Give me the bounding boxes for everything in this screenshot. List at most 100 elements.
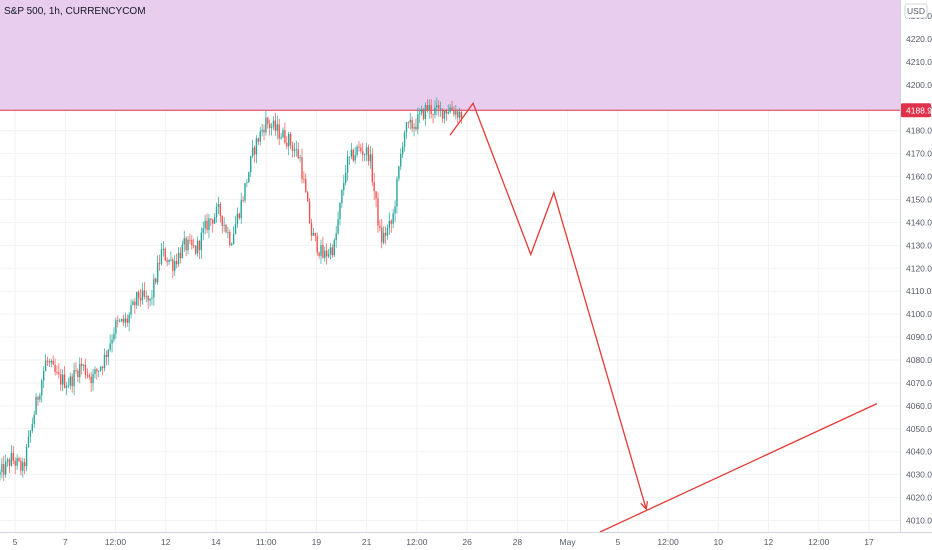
- price-axis[interactable]: 4010.0 4020.0 4030.0 4040.0 4050.0 4060.0 4070…: [900, 0, 932, 550]
- candle-body: [325, 250, 328, 257]
- candle-body: [101, 366, 104, 369]
- candle-body: [20, 460, 22, 471]
- candle-body: [155, 278, 157, 283]
- time-tick-label: 11:00: [256, 537, 277, 547]
- candle-body: [25, 446, 28, 467]
- candle-body: [276, 124, 279, 131]
- price-tick-label: 4090.0: [906, 332, 932, 342]
- price-tick-label: 4130.0: [906, 240, 932, 250]
- price-tick-label: 4150.0: [906, 195, 932, 205]
- candle-body: [240, 200, 242, 219]
- price-tick-label: 4050.0: [906, 424, 932, 434]
- price-tick-label: 4060.0: [906, 401, 932, 411]
- candle-body: [432, 113, 434, 115]
- time-tick-label: 12: [764, 537, 774, 547]
- candle-body: [352, 149, 354, 161]
- candle-body: [396, 178, 398, 207]
- candle-body: [90, 376, 92, 384]
- candle-body: [335, 233, 337, 241]
- drawings[interactable]: [449, 101, 878, 533]
- time-tick-label: May: [560, 537, 577, 547]
- candle-body: [37, 396, 39, 400]
- time-axis-bg: [0, 532, 932, 550]
- candle-body: [130, 305, 132, 315]
- candle-body: [291, 145, 294, 152]
- candle-body: [77, 370, 79, 378]
- candle-body: [369, 154, 372, 162]
- candle-body: [113, 333, 115, 340]
- candle-body: [411, 119, 413, 129]
- time-tick-label: 12:00: [105, 537, 127, 547]
- candle-body: [210, 218, 212, 220]
- candle-body: [430, 104, 432, 114]
- candle-body: [132, 301, 134, 306]
- candle-body: [371, 154, 373, 182]
- candle-body: [458, 111, 461, 118]
- candle-body: [44, 360, 47, 372]
- price-tick-label: 4110.0: [906, 286, 932, 296]
- candle-body: [60, 374, 62, 385]
- candle-body: [282, 130, 284, 138]
- candle-body: [162, 248, 165, 250]
- trend-line[interactable]: [599, 403, 878, 533]
- candle-body: [420, 108, 423, 114]
- candle-body: [289, 133, 292, 146]
- candle-body: [405, 122, 408, 133]
- candle-body: [18, 458, 20, 461]
- arrow-head-icon: [640, 501, 649, 511]
- candle-body: [453, 110, 455, 115]
- candle-body: [439, 108, 442, 110]
- candle-body: [65, 385, 68, 388]
- price-tick-label: 4020.0: [906, 493, 932, 503]
- time-axis[interactable]: 5 7 12:00 12 14 11:00 19 21 12:00 26 28 May 5 12:00 10…: [0, 532, 932, 550]
- price-tick-label: 4160.0: [906, 172, 932, 182]
- candle-body: [122, 318, 125, 323]
- time-tick-label: 7: [63, 537, 68, 547]
- candle-body: [417, 114, 419, 130]
- candle-body: [447, 112, 449, 114]
- time-tick-label: 19: [312, 537, 322, 547]
- candle-body: [377, 198, 379, 226]
- current-price-label: 4188.9: [906, 105, 932, 115]
- candle-body: [16, 458, 18, 466]
- candle-body: [181, 244, 184, 259]
- candle-body: [164, 248, 166, 261]
- candle-body: [96, 369, 98, 372]
- candle-body: [278, 124, 280, 139]
- time-tick-label: 12: [161, 537, 171, 547]
- candle-body: [149, 298, 151, 301]
- candle-body: [153, 278, 155, 298]
- candle-body: [265, 117, 267, 133]
- candle-body: [443, 110, 446, 119]
- candle-body: [253, 147, 256, 155]
- price-tick-label: 4120.0: [906, 263, 932, 273]
- candle-body: [449, 107, 451, 113]
- time-tick-label: 28: [513, 537, 523, 547]
- candle-body: [117, 320, 119, 322]
- candle-body: [42, 371, 45, 381]
- candle-body: [394, 206, 396, 214]
- candle-body: [94, 369, 96, 374]
- resistance-zone[interactable]: [0, 0, 900, 111]
- candle-body: [170, 259, 172, 261]
- candle-body: [329, 247, 332, 255]
- candle-body: [392, 213, 394, 224]
- candle-body: [58, 372, 60, 375]
- candle-body: [213, 217, 216, 224]
- price-tick-label: 4030.0: [906, 470, 932, 480]
- candle-body: [409, 119, 411, 123]
- candle-body: [151, 297, 153, 299]
- candle-body: [269, 123, 271, 128]
- candle-body: [137, 291, 140, 298]
- candle-body: [107, 349, 109, 358]
- projected-path[interactable]: [449, 101, 647, 510]
- candle-body: [187, 239, 189, 251]
- candle-body: [23, 462, 26, 467]
- candle-body: [31, 424, 33, 431]
- candle-body: [46, 360, 49, 362]
- candle-body: [212, 219, 214, 224]
- time-tick-label: 12:00: [808, 537, 830, 547]
- price-tick-label: 4210.0: [906, 57, 932, 67]
- candle-body: [400, 153, 402, 167]
